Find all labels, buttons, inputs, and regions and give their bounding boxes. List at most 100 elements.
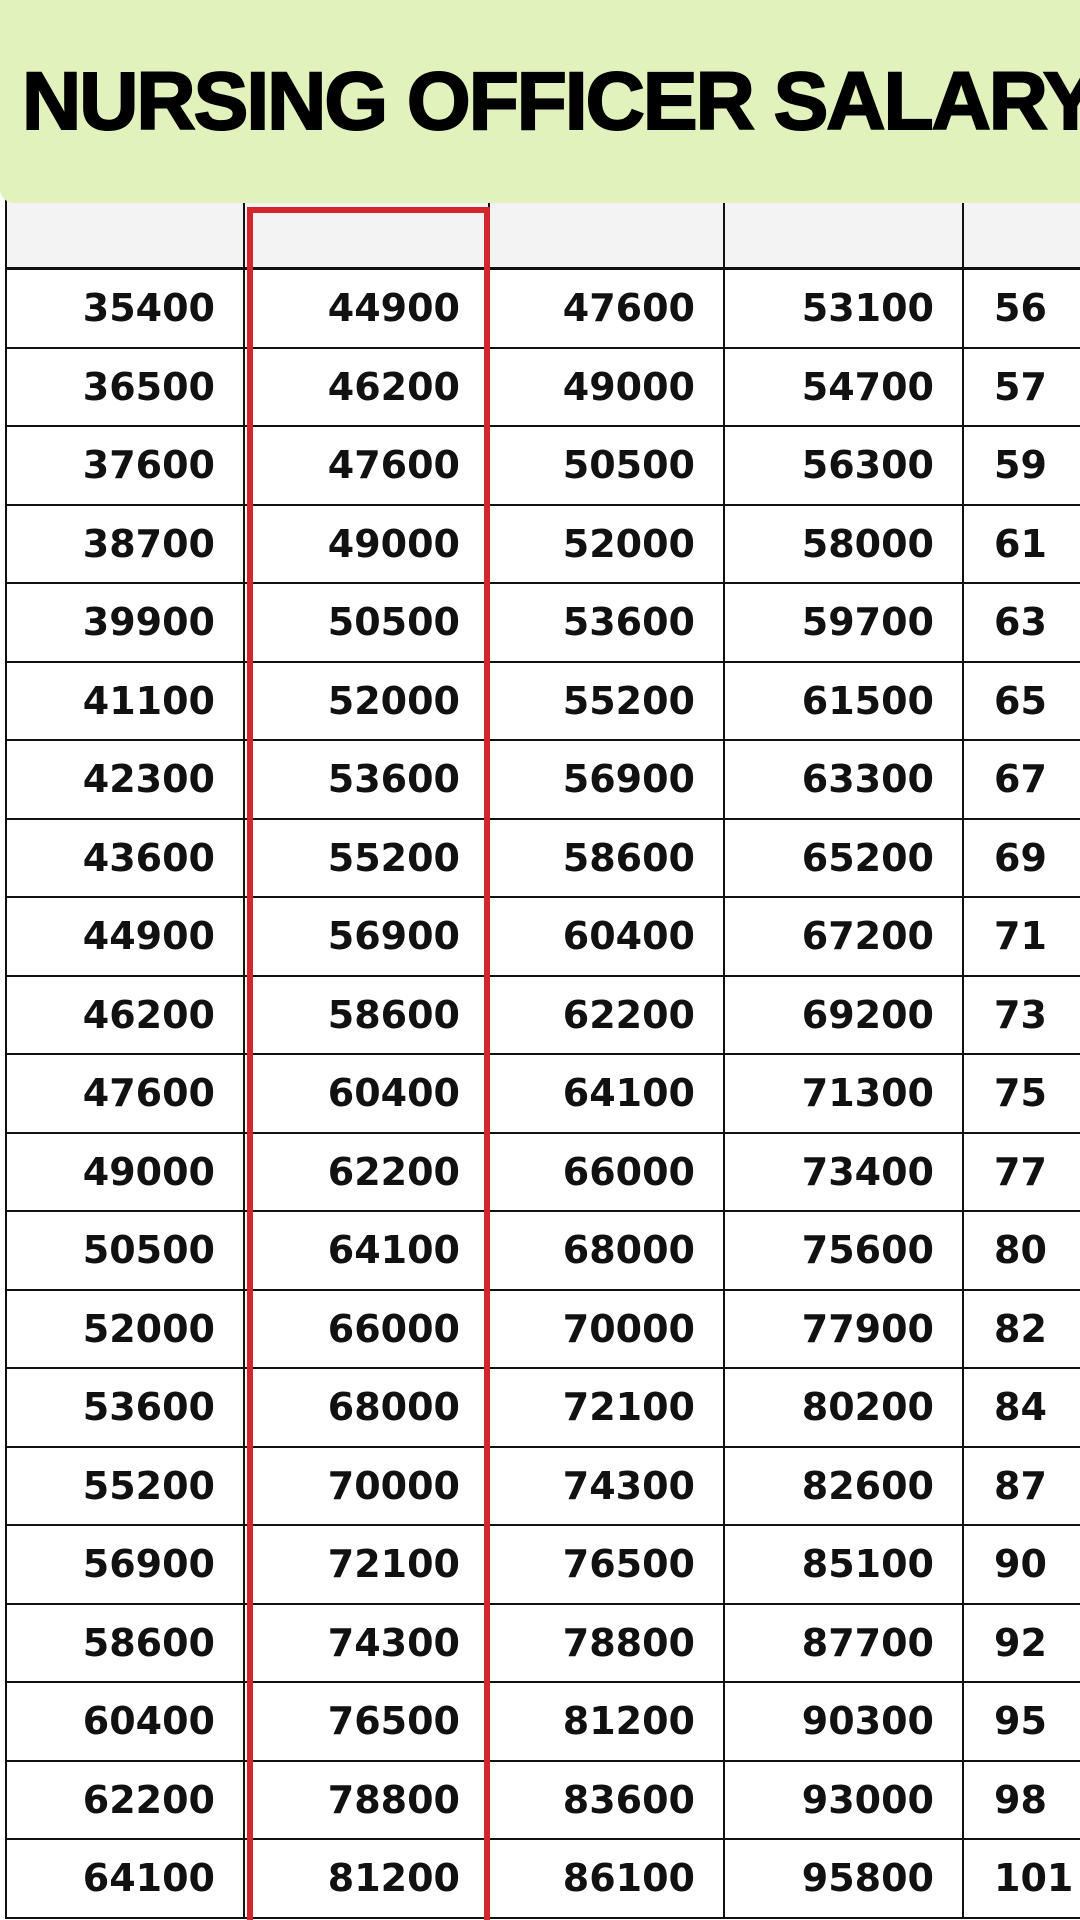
table-row: 43600 55200 58600 65200 69	[5, 819, 1080, 898]
table-cell: 77	[994, 1149, 1047, 1194]
table-cell: 65	[994, 678, 1047, 723]
table-cell: 52000	[245, 662, 490, 739]
table-cell: 75	[994, 1071, 1047, 1116]
table-row: 58600 74300 78800 87700 92	[5, 1604, 1080, 1683]
table-cell: 78800	[490, 1604, 725, 1681]
table-row: 50500 64100 68000 75600 80	[5, 1212, 1080, 1291]
salary-table: 2.622.622.622.622.6354004490047600531005…	[5, 150, 1080, 1919]
page-title: NURSING OFFICER SALARY	[21, 55, 1080, 148]
table-cell: 55200	[5, 1447, 245, 1524]
table-cell: 53600	[5, 1369, 245, 1446]
table-cell: 46200	[245, 348, 490, 425]
table-cell: 54700	[725, 348, 964, 425]
table-cell: 66000	[245, 1290, 490, 1367]
table-cell: 90300	[725, 1683, 964, 1760]
title-banner: NURSING OFFICER SALARY	[0, 0, 1080, 203]
table-row: 56900 72100 76500 85100 90	[5, 1526, 1080, 1605]
table-cell: 58600	[5, 1604, 245, 1681]
table-cell: 50500	[5, 1212, 245, 1289]
table-cell: 75600	[725, 1212, 964, 1289]
table-cell: 53600	[490, 584, 725, 661]
table-cell: 56300	[725, 427, 964, 504]
table-cell: 60400	[5, 1683, 245, 1760]
table-cell: 49000	[490, 348, 725, 425]
table-cell: 66000	[490, 1133, 725, 1210]
table-cell: 56	[994, 286, 1047, 331]
table-cell: 37600	[5, 427, 245, 504]
table-cell: 83600	[490, 1761, 725, 1838]
table-cell: 57	[994, 364, 1047, 409]
table-row: 41100 52000 55200 61500 65	[5, 662, 1080, 741]
table-cell: 67200	[725, 898, 964, 975]
table-cell: 72100	[490, 1369, 725, 1446]
table-cell: 77900	[725, 1290, 964, 1367]
table-row: 60400 76500 81200 90300 95	[5, 1683, 1080, 1762]
table-row: 52000 66000 70000 77900 82	[5, 1290, 1080, 1369]
table-cell: 71	[994, 914, 1047, 959]
table-cell: 56900	[490, 741, 725, 818]
table-cell: 95	[994, 1699, 1047, 1744]
table-cell: 95800	[725, 1840, 964, 1917]
table-cell: 93000	[725, 1761, 964, 1838]
table-cell: 43600	[5, 819, 245, 896]
table-cell: 74300	[490, 1447, 725, 1524]
table-cell: 62200	[5, 1761, 245, 1838]
table-cell: 56900	[5, 1526, 245, 1603]
table-cell: 47600	[5, 1055, 245, 1132]
table-cell: 71300	[725, 1055, 964, 1132]
table-cell: 76500	[490, 1526, 725, 1603]
table-cell: 92	[994, 1620, 1047, 1665]
table-cell: 72100	[245, 1526, 490, 1603]
table-cell: 58000	[725, 505, 964, 582]
table-cell: 42300	[5, 741, 245, 818]
table-cell: 63300	[725, 741, 964, 818]
table-cell: 67	[994, 757, 1047, 802]
table-cell: 90	[994, 1542, 1047, 1587]
table-cell: 61	[994, 521, 1047, 566]
table-cell: 53100	[725, 270, 964, 347]
table-cell: 46200	[5, 976, 245, 1053]
table-cell: 58600	[245, 976, 490, 1053]
table-row: 46200 58600 62200 69200 73	[5, 976, 1080, 1055]
table-row: 55200 70000 74300 82600 87	[5, 1447, 1080, 1526]
table-cell: 58600	[490, 819, 725, 896]
table-row: 44900 56900 60400 67200 71	[5, 898, 1080, 977]
table-cell: 52000	[5, 1290, 245, 1367]
table-cell: 55200	[490, 662, 725, 739]
table-row: 38700 49000 52000 58000 61	[5, 505, 1080, 584]
table-cell: 84	[994, 1385, 1047, 1430]
table-cell: 80	[994, 1228, 1047, 1273]
table-cell: 70000	[490, 1290, 725, 1367]
table-row: 62200 78800 83600 93000 98	[5, 1761, 1080, 1840]
table-row: 37600 47600 50500 56300 59	[5, 427, 1080, 506]
table-cell: 73	[994, 992, 1047, 1037]
table-cell: 35400	[5, 270, 245, 347]
table-cell: 36500	[5, 348, 245, 425]
table-cell: 59700	[725, 584, 964, 661]
table-cell: 82600	[725, 1447, 964, 1524]
table-cell: 65200	[725, 819, 964, 896]
table-cell: 101	[994, 1856, 1074, 1901]
table-cell: 63	[994, 600, 1047, 645]
table-cell: 69200	[725, 976, 964, 1053]
table-cell: 38700	[5, 505, 245, 582]
table-cell: 44900	[5, 898, 245, 975]
table-cell: 87	[994, 1463, 1047, 1508]
table-cell: 62200	[245, 1133, 490, 1210]
table-cell: 76500	[245, 1683, 490, 1760]
table-cell: 64100	[490, 1055, 725, 1132]
table-cell: 64100	[5, 1840, 245, 1917]
table-cell: 47600	[490, 270, 725, 347]
table-cell: 82	[994, 1306, 1047, 1351]
table-row: 47600 60400 64100 71300 75	[5, 1055, 1080, 1134]
table-row: 35400 44900 47600 53100 56	[5, 270, 1080, 349]
table-cell: 49000	[5, 1133, 245, 1210]
table-row: 36500 46200 49000 54700 57	[5, 348, 1080, 427]
table-row: 64100 81200 86100 95800 101	[5, 1840, 1080, 1919]
table-cell: 52000	[490, 505, 725, 582]
table-row: 39900 50500 53600 59700 63	[5, 584, 1080, 663]
table-row: 42300 53600 56900 63300 67	[5, 741, 1080, 820]
table-cell: 41100	[5, 662, 245, 739]
table-cell: 59	[994, 443, 1047, 488]
table-cell: 81200	[245, 1840, 490, 1917]
